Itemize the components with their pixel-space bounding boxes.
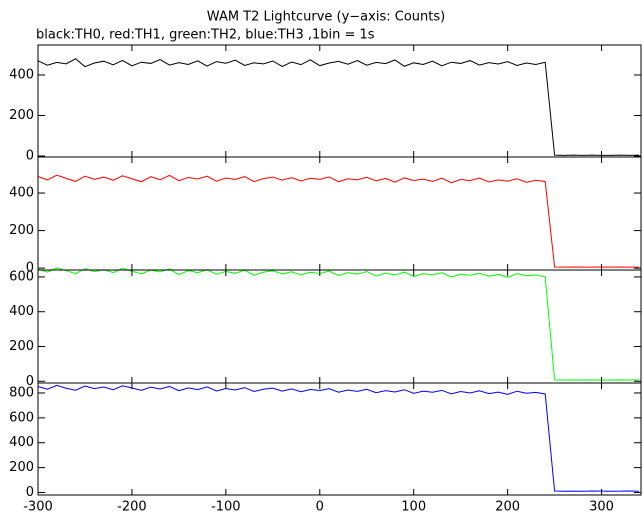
x-tick-label: 200 <box>495 500 520 515</box>
y-tick-label: 0 <box>26 148 34 163</box>
x-tick-label: -200 <box>117 500 147 515</box>
chart-title: WAM T2 Lightcurve (y−axis: Counts) <box>207 10 445 25</box>
series-line <box>37 384 640 492</box>
y-tick-label: 0 <box>26 261 34 276</box>
series-line <box>37 174 640 268</box>
series-line <box>37 58 640 156</box>
x-tick-label: 0 <box>316 500 324 515</box>
plot-frame <box>37 382 642 496</box>
y-tick-label: 200 <box>9 339 34 354</box>
y-tick-label: 600 <box>9 269 34 284</box>
plot-frame <box>37 156 642 271</box>
x-tick-label: -100 <box>211 500 241 515</box>
chart-subtitle: black:TH0, red:TH1, green:TH2, blue:TH3 … <box>36 28 375 43</box>
y-tick-label: 0 <box>26 374 34 389</box>
series-line <box>37 267 640 381</box>
y-tick-label: 800 <box>9 385 34 400</box>
y-tick-label: 400 <box>9 304 34 319</box>
y-tick-label: 200 <box>9 223 34 238</box>
y-tick-label: 200 <box>9 460 34 475</box>
y-tick-label: 200 <box>9 108 34 123</box>
y-tick-label: 600 <box>9 410 34 425</box>
x-tick-label: 300 <box>589 500 614 515</box>
y-tick-label: 400 <box>9 435 34 450</box>
x-tick-label: 100 <box>401 500 426 515</box>
y-tick-label: 0 <box>26 485 34 500</box>
x-tick-label: -300 <box>23 500 53 515</box>
plot-frame <box>37 269 642 384</box>
y-tick-label: 400 <box>9 186 34 201</box>
y-tick-label: 400 <box>9 67 34 82</box>
